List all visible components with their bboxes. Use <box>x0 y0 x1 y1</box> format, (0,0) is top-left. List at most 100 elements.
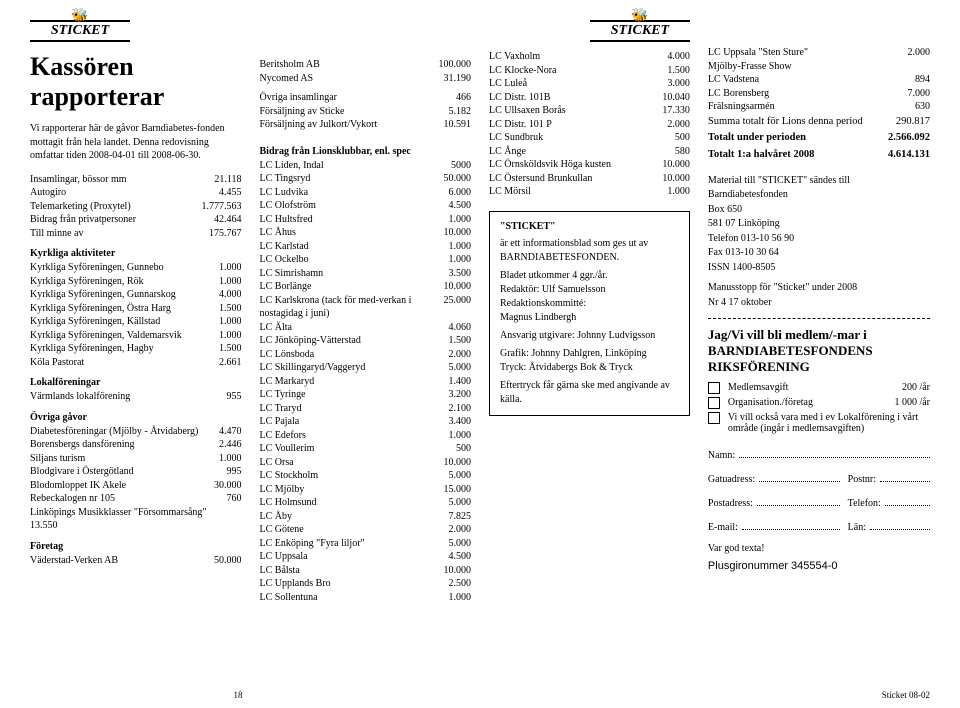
dashed-divider <box>708 318 930 319</box>
list-row: Kyrkliga Syföreningen, Valdemarsvik1.000 <box>30 329 242 343</box>
row-value: 50.000 <box>444 172 472 186</box>
row-value: 1.000 <box>219 275 242 289</box>
row-label: LC Traryd <box>260 402 449 416</box>
name-input[interactable] <box>739 449 930 458</box>
row-value: 2.000 <box>667 118 690 132</box>
row-value: 2.000 <box>908 46 931 60</box>
row-label: Mjölby-Frasse Show <box>708 60 930 74</box>
checkbox-label: Organisation./företag <box>728 397 867 408</box>
logo-right: 🐝 STICKET <box>590 20 690 42</box>
list-row: Kyrkliga Syföreningen, Hagby1.500 <box>30 342 242 356</box>
box-line: Bladet utkommer 4 ggr./år. <box>500 269 679 283</box>
box-line: Tryck: Åtvidabergs Bok & Tryck <box>500 361 679 375</box>
row-value: 7.000 <box>908 87 931 101</box>
row-value: 760 <box>227 492 242 506</box>
field-postnr: Postnr: <box>848 473 930 485</box>
row-value: 1.000 <box>449 429 472 443</box>
row-label: LC Skillingaryd/Vaggeryd <box>260 361 449 375</box>
row-value: 50.000 <box>214 554 242 568</box>
checkbox-label: Vi vill också vara med i ev Lokalförenin… <box>728 412 930 434</box>
total-value: 290.817 <box>896 114 930 131</box>
row-value: 1.500 <box>667 64 690 78</box>
lions-list: LC Liden, Indal5000LC Tingsryd50.000LC L… <box>260 159 472 605</box>
field-gatu: Gatuadress: <box>708 473 840 485</box>
row-value: 10.000 <box>444 564 472 578</box>
row-value: 1.777.563 <box>202 200 242 214</box>
row-label: LC Liden, Indal <box>260 159 452 173</box>
row-value: 10.000 <box>662 158 690 172</box>
list-row: LC Tingsryd50.000 <box>260 172 472 186</box>
list-row: LC Östersund Brunkullan10.000 <box>489 172 690 186</box>
section-kyrkliga: Kyrkliga aktiviteter <box>30 248 242 259</box>
row-label: LC Ullsaxen Borås <box>489 104 662 118</box>
row-value: 2.661 <box>219 356 242 370</box>
checkbox-amount: 1 000 /år <box>894 397 930 408</box>
membership-title: Jag/Vi vill bli medlem/-mar i BARNDIABET… <box>708 327 930 374</box>
row-label: Autogiro <box>30 186 219 200</box>
checkbox[interactable] <box>708 412 720 424</box>
address-input[interactable] <box>759 473 840 482</box>
checkbox[interactable] <box>708 397 720 409</box>
row-label: LC Vaxholm <box>489 50 667 64</box>
total-row: Summa totalt för Lions denna period290.8… <box>708 114 930 131</box>
checkbox-amount: 200 /år <box>902 382 930 393</box>
checkbox[interactable] <box>708 382 720 394</box>
row-label: Rebeckalogen nr 105 <box>30 492 227 506</box>
list-row: Försäljning av Sticke5.182 <box>260 105 472 119</box>
lions-list-2: LC Vaxholm4.000LC Klocke-Nora1.500LC Lul… <box>489 50 690 199</box>
row-label: LC Ludvika <box>260 186 449 200</box>
column-2: Beritsholm AB100.000Nycomed AS31.190 Övr… <box>260 20 472 604</box>
county-input[interactable] <box>870 521 930 530</box>
row-label: LC Sundbruk <box>489 131 675 145</box>
material-line: ISSN 1400-8505 <box>708 261 930 276</box>
row-label: Kyrkliga Syföreningen, Rök <box>30 275 219 289</box>
row-value: 10.000 <box>662 172 690 186</box>
list-row: Blodomloppet IK Akele30.000 <box>30 479 242 493</box>
row-label: LC Mörsil <box>489 185 667 199</box>
box-line: Eftertryck får gärna ske med angivande a… <box>500 379 679 407</box>
list-row: LC Orsa10.000 <box>260 456 472 470</box>
row-label: Beritsholm AB <box>260 58 439 72</box>
row-value: 15.000 <box>444 483 472 497</box>
row-label: LC Lönsboda <box>260 348 449 362</box>
list-row: Kyrkliga Syföreningen, Rök1.000 <box>30 275 242 289</box>
list-row: LC Uppsala4.500 <box>260 550 472 564</box>
list-row: LC Borlänge10.000 <box>260 280 472 294</box>
total-row: Totalt 1:a halvåret 20084.614.131 <box>708 147 930 164</box>
row-value: 31.190 <box>444 72 472 86</box>
material-line: Material till "STICKET" sändes till <box>708 174 930 189</box>
list-row: LC Vaxholm4.000 <box>489 50 690 64</box>
row-label: LC Uppsala "Sten Sture" <box>708 46 908 60</box>
row-value: 5000 <box>451 159 471 173</box>
row-label: Försäljning av Julkort/Vykort <box>260 118 444 132</box>
list-row: LC Mjölby15.000 <box>260 483 472 497</box>
list-row: LC Distr. 101 P2.000 <box>489 118 690 132</box>
page-number: 18 <box>234 690 243 700</box>
row-label: Övriga insamlingar <box>260 91 457 105</box>
row-label: Värmlands lokalförening <box>30 390 227 404</box>
material-line: Nr 4 17 oktober <box>708 296 930 311</box>
list-row: LC Örnsköldsvik Höga kusten10.000 <box>489 158 690 172</box>
row-label: LC Vadstena <box>708 73 915 87</box>
row-label: LC Götene <box>260 523 449 537</box>
zip-input[interactable] <box>880 473 930 482</box>
list-row: Nycomed AS31.190 <box>260 72 472 86</box>
row-label: LC Pajala <box>260 415 449 429</box>
row-label: LC Jönköping-Vätterstad <box>260 334 449 348</box>
row-value: 5.000 <box>449 361 472 375</box>
phone-input[interactable] <box>885 497 930 506</box>
list-row: Siljans turism1.000 <box>30 452 242 466</box>
email-input[interactable] <box>742 521 840 530</box>
row-value: 630 <box>915 100 930 114</box>
section-ovriga: Övriga gåvor <box>30 412 242 423</box>
row-label: LC Tingsryd <box>260 172 444 186</box>
list-row: LC Olofström4.500 <box>260 199 472 213</box>
material-line: Box 650 <box>708 203 930 218</box>
city-input[interactable] <box>757 497 840 506</box>
row-value: 955 <box>227 390 242 404</box>
row-label: LC Klocke-Nora <box>489 64 667 78</box>
row-value: 4.500 <box>449 199 472 213</box>
row-value: 2.500 <box>449 577 472 591</box>
field-tel: Telefon: <box>848 497 930 509</box>
row-value: 1.000 <box>667 185 690 199</box>
